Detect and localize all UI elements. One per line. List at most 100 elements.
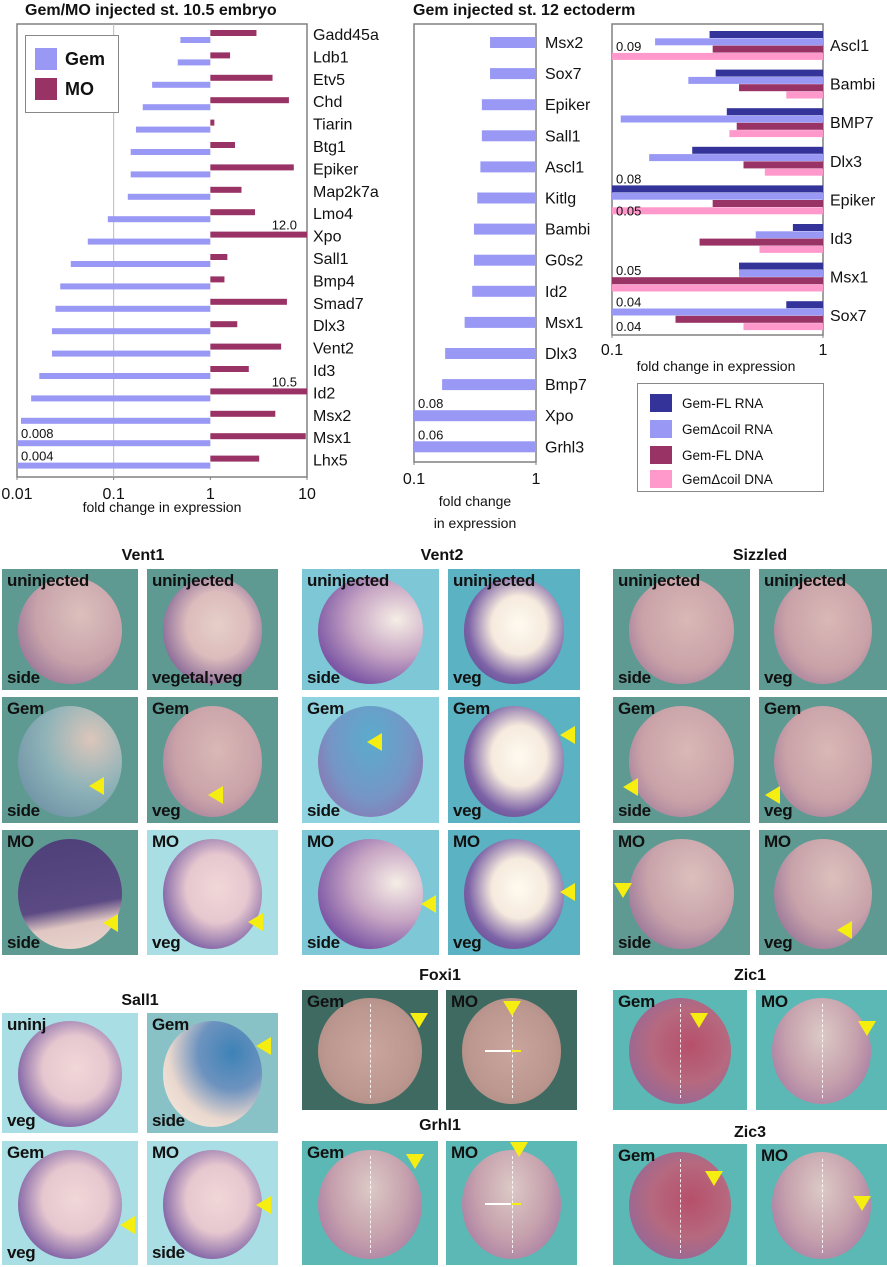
bar-bmp7-gem-fl-dna (736, 122, 823, 130)
category-label: Id2 (545, 284, 567, 301)
category-label: Ldb1 (313, 49, 349, 66)
bar-grhl3-value (414, 441, 536, 453)
embryo-image-panel: MO side (2, 830, 138, 955)
panel-label-condition: Gem (453, 699, 490, 718)
panel-label-condition: Gem (7, 699, 44, 718)
category-label: Lmo4 (313, 206, 353, 223)
embryo-image-panel: Gem (302, 990, 438, 1110)
x-axis-label: fold change in expression (83, 499, 242, 515)
midline-dashed (821, 1004, 823, 1098)
yellow-arrowhead-icon (858, 1021, 876, 1036)
panel-label-condition: MO (761, 992, 788, 1011)
embryo (18, 1021, 122, 1127)
x-axis-label: in expression (434, 515, 517, 531)
category-label: Dlx3 (545, 346, 577, 363)
embryo-image-panel: Gem (302, 1141, 438, 1265)
midline-dashed (680, 1004, 681, 1098)
yellow-arrowhead-icon (120, 1216, 135, 1234)
category-label: Bmp4 (313, 273, 355, 290)
embryo (629, 705, 734, 817)
bar-bambi-value (473, 223, 536, 235)
image-group-title: Vent1 (121, 547, 165, 564)
panel-label-view: side (7, 933, 40, 952)
yellow-arrowhead-icon (421, 895, 436, 913)
category-label: Epiker (545, 97, 591, 114)
yellow-arrowhead-icon (853, 1196, 871, 1211)
bar-sall1-value (481, 130, 536, 142)
yellow-arrowhead-icon (103, 914, 118, 932)
panel-label-condition: MO (7, 832, 34, 851)
image-group-title: Zic3 (733, 1124, 767, 1141)
embryo (318, 577, 423, 684)
panel-label-view: side (7, 801, 40, 820)
bar-epiker-gem-coil-rna (612, 192, 823, 200)
x-axis-label: fold change (439, 493, 512, 509)
legend-label: Gem-FL DNA (682, 447, 764, 463)
category-label: Kitlg (545, 191, 576, 208)
bar-epiker-gem-fl-dna (712, 200, 823, 207)
panel-label-condition: Gem (7, 1143, 44, 1162)
bar-msx1-gem-coil-rna (739, 269, 823, 277)
bar-id3-gem (39, 373, 211, 379)
panel-label-condition: Gem (618, 992, 655, 1011)
embryo-image-panel: uninjected vegetal;veg (147, 569, 278, 690)
embryo (318, 1149, 422, 1259)
panel-label-condition: uninjected (618, 571, 701, 590)
bar-kitlg-value (477, 192, 536, 204)
embryo (774, 705, 872, 817)
bar-smad7-mo (210, 298, 287, 305)
width-marker (485, 1050, 512, 1052)
bar-id2-mo (210, 388, 307, 395)
panel-label-view: veg (764, 801, 793, 820)
bar-id3-gem-fl-dna (699, 238, 823, 246)
yellow-arrowhead-icon (614, 883, 632, 898)
embryo-image-panel: Gem veg (759, 697, 887, 823)
chart1-legend: Gem MO (25, 35, 119, 113)
data-label: 10.5 (272, 374, 297, 389)
embryo (162, 1149, 263, 1259)
bar-lmo4-gem (107, 216, 211, 223)
bar-tiarin-gem (135, 126, 211, 133)
bar-gadd45a-mo (210, 30, 257, 36)
embryo-image-panel: MO side (302, 830, 439, 955)
panel-label-condition: Gem (618, 1146, 655, 1165)
yellow-arrowhead-icon (623, 778, 638, 796)
data-label: 0.09 (616, 39, 641, 54)
data-label: 12.0 (272, 218, 297, 233)
image-group-title: Vent2 (420, 547, 464, 564)
panel-label-condition: MO (618, 832, 645, 851)
embryo (629, 838, 734, 949)
embryo-image-panel: MO side (613, 830, 750, 955)
bar-chd-mo (210, 97, 289, 104)
width-marker (511, 1203, 521, 1205)
panel-label-view: veg (764, 933, 793, 952)
bar-xpo-mo (210, 231, 307, 238)
category-label: Sox7 (545, 66, 582, 83)
chart2-title: Gem injected st. 12 ectoderm (413, 2, 636, 19)
embryo (162, 838, 263, 949)
yellow-arrowhead-icon (837, 921, 852, 939)
bar-msx2-mo (210, 410, 276, 417)
embryo (629, 577, 734, 684)
bar-dlx3-gem-coil-dna (764, 168, 823, 176)
panel-label-condition: MO (307, 832, 334, 851)
embryo-image-panel: uninj veg (2, 1013, 138, 1133)
data-label: 0.004 (21, 449, 54, 464)
category-label: Msx1 (545, 315, 583, 332)
yellow-arrowhead-icon (367, 733, 382, 751)
midline-dashed (370, 1155, 371, 1253)
embryo-image-panel: MO (446, 1141, 577, 1265)
bar-bambi-gem-coil-rna (688, 76, 823, 84)
panel-label-view: veg (152, 801, 181, 820)
panel-label-view: side (152, 1111, 185, 1130)
embryo-image-panel: MO (756, 990, 887, 1110)
embryo (162, 1021, 263, 1127)
embryo-image-panel: Gem veg (2, 1141, 138, 1265)
panel-label-condition: Gem (618, 699, 655, 718)
panel-label-view: side (618, 668, 651, 687)
bar-dlx3-gem-fl-rna (692, 146, 823, 154)
legend-swatch (35, 78, 57, 100)
category-label: Epiker (830, 192, 876, 209)
chart3-legend: Gem-FL RNA GemΔcoil RNA Gem-FL DNA GemΔc… (637, 383, 824, 492)
category-label: Map2k7a (313, 184, 379, 201)
